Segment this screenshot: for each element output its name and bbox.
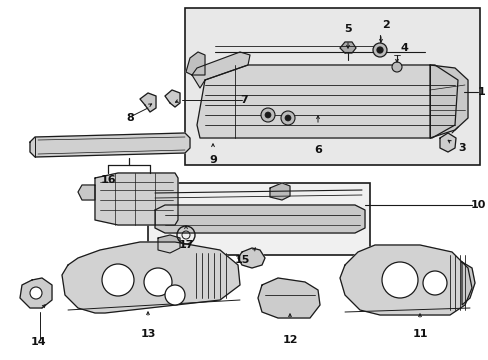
Polygon shape bbox=[461, 262, 474, 305]
Polygon shape bbox=[95, 173, 178, 225]
Bar bbox=[148, 183, 369, 255]
Polygon shape bbox=[20, 278, 52, 308]
Circle shape bbox=[422, 271, 446, 295]
Text: 2: 2 bbox=[381, 20, 389, 30]
Circle shape bbox=[372, 43, 386, 57]
Polygon shape bbox=[339, 42, 355, 53]
Polygon shape bbox=[158, 235, 180, 253]
Polygon shape bbox=[197, 65, 457, 138]
Text: 16: 16 bbox=[100, 175, 116, 185]
Text: 7: 7 bbox=[240, 95, 247, 105]
Text: 4: 4 bbox=[399, 43, 407, 53]
Circle shape bbox=[381, 262, 417, 298]
Circle shape bbox=[164, 285, 184, 305]
Polygon shape bbox=[30, 133, 190, 157]
Circle shape bbox=[285, 115, 290, 121]
Text: 1: 1 bbox=[477, 87, 485, 97]
Text: 11: 11 bbox=[411, 329, 427, 339]
Polygon shape bbox=[439, 133, 455, 152]
Polygon shape bbox=[140, 93, 156, 112]
Circle shape bbox=[102, 264, 134, 296]
Circle shape bbox=[30, 287, 42, 299]
Polygon shape bbox=[192, 52, 249, 88]
Text: 9: 9 bbox=[209, 155, 217, 165]
Polygon shape bbox=[269, 183, 289, 200]
Circle shape bbox=[391, 62, 401, 72]
Text: 3: 3 bbox=[457, 143, 465, 153]
Text: 12: 12 bbox=[282, 335, 297, 345]
Text: 13: 13 bbox=[140, 329, 155, 339]
Text: 5: 5 bbox=[344, 24, 351, 34]
Circle shape bbox=[264, 112, 270, 118]
Text: 8: 8 bbox=[126, 113, 134, 123]
Circle shape bbox=[376, 47, 382, 53]
Bar bbox=[184, 8, 479, 165]
Polygon shape bbox=[78, 185, 95, 200]
Polygon shape bbox=[238, 248, 264, 268]
Polygon shape bbox=[62, 242, 240, 313]
Text: 17: 17 bbox=[178, 240, 193, 250]
Polygon shape bbox=[258, 278, 319, 318]
Circle shape bbox=[281, 111, 294, 125]
Polygon shape bbox=[164, 90, 180, 107]
Text: 6: 6 bbox=[313, 145, 321, 155]
Text: 14: 14 bbox=[30, 337, 46, 347]
Polygon shape bbox=[429, 65, 467, 138]
Circle shape bbox=[143, 268, 172, 296]
Polygon shape bbox=[185, 52, 204, 75]
Text: 10: 10 bbox=[469, 200, 485, 210]
Polygon shape bbox=[339, 245, 471, 315]
Polygon shape bbox=[155, 205, 364, 233]
Text: 15: 15 bbox=[234, 255, 249, 265]
Circle shape bbox=[261, 108, 274, 122]
